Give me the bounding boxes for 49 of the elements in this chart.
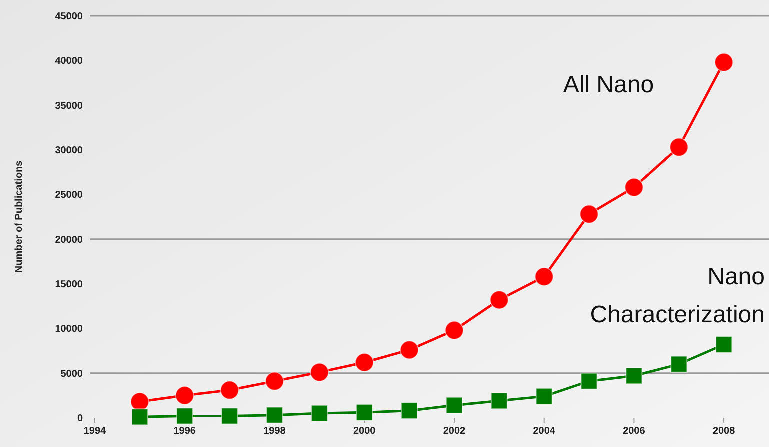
- point: [444, 320, 464, 340]
- point: [624, 178, 644, 198]
- point: [716, 336, 733, 354]
- point: [670, 138, 689, 157]
- x-tick-label: 2002: [443, 426, 466, 437]
- x-tick-label: 2000: [353, 426, 376, 437]
- point: [356, 404, 374, 422]
- y-tick-label: 45000: [55, 12, 84, 22]
- y-axis-title: Number of Publications: [14, 160, 25, 274]
- y-tick-label: 0: [77, 414, 84, 424]
- point: [400, 340, 420, 360]
- point: [670, 356, 688, 373]
- x-tick-label: 2006: [623, 426, 646, 437]
- x-tick-label: 1996: [174, 426, 196, 437]
- point: [220, 380, 240, 400]
- point: [626, 368, 643, 385]
- y-tick-label: 15000: [55, 280, 84, 290]
- point: [355, 353, 374, 372]
- point: [265, 372, 284, 391]
- point: [490, 392, 508, 410]
- y-tick-label: 20000: [55, 234, 84, 246]
- point: [714, 52, 734, 72]
- y-tick-label: 40000: [55, 56, 84, 68]
- y-tick-label: 5000: [60, 368, 84, 380]
- point: [311, 405, 328, 422]
- series-label: All Nano: [563, 71, 654, 98]
- point: [536, 388, 553, 406]
- x-tick-label: 2004: [533, 426, 556, 437]
- x-tick-label: 1994: [84, 426, 107, 437]
- y-tick-label: 30000: [55, 146, 84, 156]
- y-tick-label: 35000: [55, 100, 84, 112]
- point: [534, 267, 554, 286]
- y-tick-label: 25000: [55, 190, 84, 202]
- point: [490, 290, 509, 310]
- point: [130, 392, 150, 412]
- point: [580, 204, 599, 224]
- y-tick-label: 10000: [55, 324, 84, 336]
- point: [221, 408, 238, 425]
- point: [446, 396, 463, 414]
- point: [175, 386, 194, 406]
- point: [310, 362, 330, 382]
- series-label: Nano Characterization: [590, 264, 765, 329]
- x-tick-label: 2008: [712, 426, 736, 437]
- point: [580, 372, 598, 390]
- point: [131, 408, 148, 426]
- point: [266, 406, 284, 424]
- point: [176, 408, 194, 425]
- x-tick-label: 1998: [264, 426, 286, 437]
- point: [401, 402, 418, 420]
